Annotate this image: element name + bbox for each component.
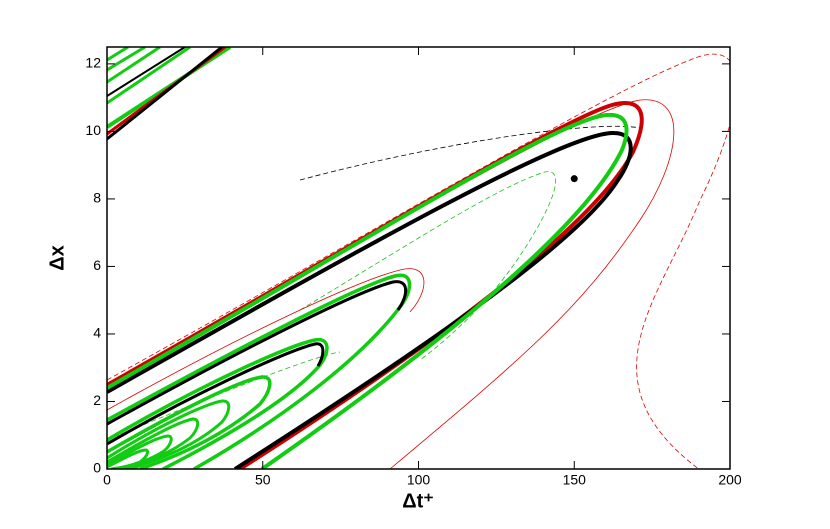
y-tick-label: 10 bbox=[85, 122, 101, 138]
plot-frame bbox=[106, 46, 731, 470]
x-tick-label: 100 bbox=[407, 472, 431, 488]
y-tick-label: 12 bbox=[85, 55, 101, 71]
y-tick-label: 8 bbox=[93, 190, 101, 206]
y-tick-label: 4 bbox=[93, 325, 101, 341]
x-tick-label: 150 bbox=[563, 472, 587, 488]
x-tick-label: 0 bbox=[103, 472, 111, 488]
y-tick-label: 6 bbox=[93, 257, 101, 273]
x-axis-label: Δt⁺ bbox=[402, 490, 434, 512]
x-tick-label: 200 bbox=[718, 472, 742, 488]
y-tick-label: 0 bbox=[93, 460, 101, 476]
point bbox=[570, 175, 578, 183]
x-tick-label: 50 bbox=[255, 472, 271, 488]
y-tick-label: 2 bbox=[93, 392, 101, 408]
contours bbox=[107, 47, 730, 469]
y-axis-label: Δx bbox=[46, 245, 68, 271]
